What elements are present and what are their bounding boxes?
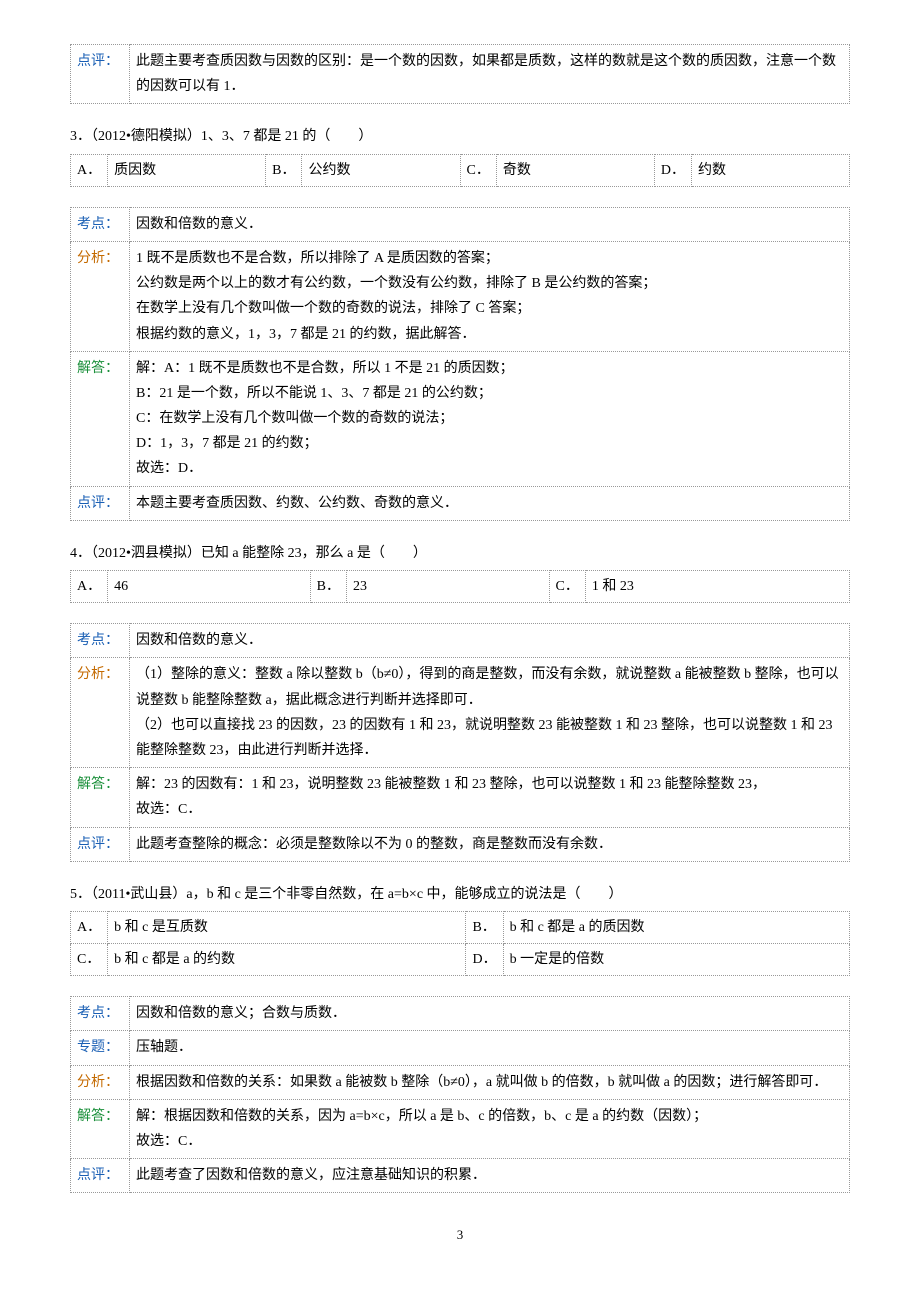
q3-text: 3．（2012•德阳模拟）1、3、7 都是 21 的（ ） [70, 124, 850, 149]
q4-jieda-label: 解答： [71, 768, 130, 827]
q5-choices: A． b 和 c 是互质数 B． b 和 c 都是 a 的质因数 C． b 和 … [70, 911, 850, 976]
q5-fenxi-label: 分析： [71, 1065, 130, 1099]
q3-dianping-text: 本题主要考查质因数、约数、公约数、奇数的意义． [130, 486, 850, 520]
dianping-text: 此题主要考查质因数与因数的区别：是一个数的因数，如果都是质数，这样的数就是这个数… [130, 45, 850, 104]
q3-choice-C-label: C． [460, 154, 496, 186]
q4-analysis-table: 考点： 因数和倍数的意义． 分析： （1）整除的意义：整数 a 除以整数 b（b… [70, 623, 850, 862]
q5-zhuanti-text: 压轴题． [130, 1031, 850, 1065]
q5-choice-D-label: D． [466, 944, 503, 976]
q5-analysis-table: 考点： 因数和倍数的意义；合数与质数． 专题： 压轴题． 分析： 根据因数和倍数… [70, 996, 850, 1193]
q4-fenxi-text: （1）整除的意义：整数 a 除以整数 b（b≠0），得到的商是整数，而没有余数，… [130, 658, 850, 768]
q4-dianping-label: 点评： [71, 827, 130, 861]
q5-choice-A-label: A． [71, 911, 108, 943]
q5-text: 5．（2011•武山县）a，b 和 c 是三个非零自然数，在 a=b×c 中，能… [70, 882, 850, 907]
q3-kaodian-label: 考点： [71, 207, 130, 241]
q3-choice-C: 奇数 [496, 154, 654, 186]
q5-fenxi-text: 根据因数和倍数的关系：如果数 a 能被数 b 整除（b≠0），a 就叫做 b 的… [130, 1065, 850, 1099]
q3-choice-A: 质因数 [108, 154, 266, 186]
q4-dianping-text: 此题考查整除的概念：必须是整数除以不为 0 的整数，商是整数而没有余数． [130, 827, 850, 861]
q3-dianping-label: 点评： [71, 486, 130, 520]
q3-fenxi-text: 1 既不是质数也不是合数，所以排除了 A 是质因数的答案；公约数是两个以上的数才… [130, 241, 850, 351]
q5-zhuanti-label: 专题： [71, 1031, 130, 1065]
q3-jieda-text: 解：A：1 既不是质数也不是合数，所以 1 不是 21 的质因数；B：21 是一… [130, 351, 850, 486]
q5-dianping-text: 此题考查了因数和倍数的意义，应注意基础知识的积累． [130, 1159, 850, 1193]
q3-choice-D: 约数 [691, 154, 849, 186]
q5-choice-B-label: B． [466, 911, 503, 943]
q4-choice-A-label: A． [71, 571, 108, 603]
q5-kaodian-text: 因数和倍数的意义；合数与质数． [130, 997, 850, 1031]
q4-choices: A． 46 B． 23 C． 1 和 23 [70, 570, 850, 603]
q5-choice-A: b 和 c 是互质数 [108, 911, 466, 943]
q4-choice-C-label: C． [549, 571, 585, 603]
q4-choice-B-label: B． [310, 571, 346, 603]
q5-choice-B: b 和 c 都是 a 的质因数 [503, 911, 849, 943]
block1-table: 点评： 此题主要考查质因数与因数的区别：是一个数的因数，如果都是质数，这样的数就… [70, 44, 850, 104]
q4-jieda-text: 解：23 的因数有：1 和 23，说明整数 23 能被整数 1 和 23 整除，… [130, 768, 850, 827]
q4-fenxi-label: 分析： [71, 658, 130, 768]
q5-dianping-label: 点评： [71, 1159, 130, 1193]
q5-choice-C-label: C． [71, 944, 108, 976]
q3-choice-A-label: A． [71, 154, 108, 186]
q4-choice-C: 1 和 23 [585, 571, 849, 603]
q5-jieda-text: 解：根据因数和倍数的关系，因为 a=b×c，所以 a 是 b、c 的倍数，b、c… [130, 1099, 850, 1158]
q5-choice-D: b 一定是的倍数 [503, 944, 849, 976]
q4-kaodian-text: 因数和倍数的意义． [130, 624, 850, 658]
q4-kaodian-label: 考点： [71, 624, 130, 658]
q3-choice-B-label: B． [266, 154, 302, 186]
q3-kaodian-text: 因数和倍数的意义． [130, 207, 850, 241]
q4-choice-B: 23 [347, 571, 550, 603]
q4-choice-A: 46 [108, 571, 311, 603]
q5-jieda-label: 解答： [71, 1099, 130, 1158]
q3-jieda-label: 解答： [71, 351, 130, 486]
q3-choices: A． 质因数 B． 公约数 C． 奇数 D． 约数 [70, 154, 850, 187]
dianping-label: 点评： [71, 45, 130, 104]
q4-text: 4．（2012•泗县模拟）已知 a 能整除 23，那么 a 是（ ） [70, 541, 850, 566]
page-number: 3 [70, 1223, 850, 1246]
q5-choice-C: b 和 c 都是 a 的约数 [108, 944, 466, 976]
q5-kaodian-label: 考点： [71, 997, 130, 1031]
q3-fenxi-label: 分析： [71, 241, 130, 351]
q3-choice-B: 公约数 [302, 154, 460, 186]
q3-analysis-table: 考点： 因数和倍数的意义． 分析： 1 既不是质数也不是合数，所以排除了 A 是… [70, 207, 850, 521]
q3-choice-D-label: D． [654, 154, 691, 186]
